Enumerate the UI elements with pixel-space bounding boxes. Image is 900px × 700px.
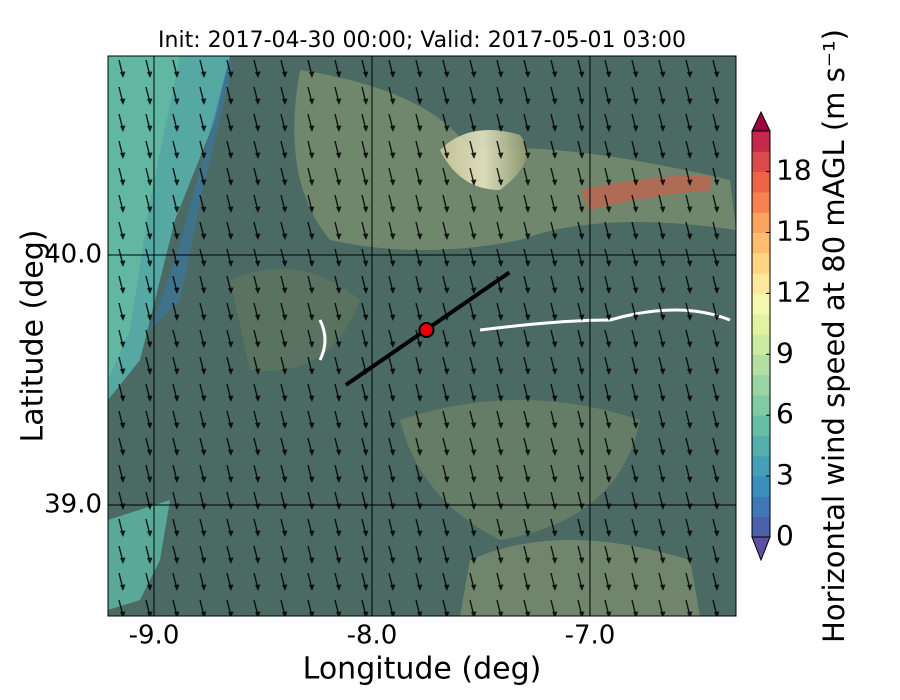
plot-frame (107, 55, 737, 617)
colorbar-label: Horizontal wind speed at 80 mAGL (m s⁻¹) (817, 29, 851, 643)
colorbar-bin (752, 374, 770, 396)
colorbar-bin (752, 171, 770, 193)
colorbar-frame (751, 130, 771, 538)
x-tick-label: -7.0 (565, 621, 616, 651)
colorbar-bin (752, 476, 770, 497)
y-tick-label: 40.0 (44, 240, 102, 270)
y-tick-label: 39.0 (44, 490, 102, 520)
colorbar-bin (752, 273, 770, 294)
colorbar-bin (752, 435, 770, 457)
colorbar-bin (752, 354, 770, 376)
y-axis-label: Latitude (deg) (16, 230, 51, 443)
colorbar-tick-label: 18 (776, 154, 812, 187)
colorbar-bin (752, 212, 770, 233)
x-tick-label: -8.0 (347, 621, 398, 651)
chart-title: Init: 2017-04-30 00:00; Valid: 2017-05-0… (158, 28, 686, 53)
colorbar-bin (752, 293, 770, 315)
colorbar-bin (752, 334, 770, 355)
colorbar-bin (752, 313, 770, 335)
colorbar-bin (752, 232, 770, 254)
colorbar-bin (752, 394, 770, 416)
colorbar-tick-label: 15 (776, 215, 812, 248)
colorbar-bin (752, 415, 770, 436)
colorbar-bin (752, 496, 770, 518)
colorbar-bin (752, 455, 770, 477)
colorbar-bin (752, 131, 770, 152)
colorbar-bin (752, 191, 770, 213)
x-axis-label: Longitude (deg) (303, 652, 542, 687)
colorbar-bin (752, 151, 770, 173)
colorbar-under (751, 536, 771, 562)
colorbar-tick-label: 3 (776, 458, 794, 491)
site-marker (418, 322, 435, 338)
colorbar-over (751, 110, 771, 132)
grid (108, 56, 736, 616)
colorbar-bin (752, 252, 770, 274)
colorbar-tick-label: 6 (776, 397, 794, 430)
colorbar-tick-label: 12 (776, 275, 812, 308)
colorbar-tick-label: 0 (776, 519, 794, 552)
colorbar-bin (752, 516, 770, 538)
x-tick-label: -9.0 (129, 621, 180, 651)
colorbar-tick-label: 9 (776, 336, 794, 369)
